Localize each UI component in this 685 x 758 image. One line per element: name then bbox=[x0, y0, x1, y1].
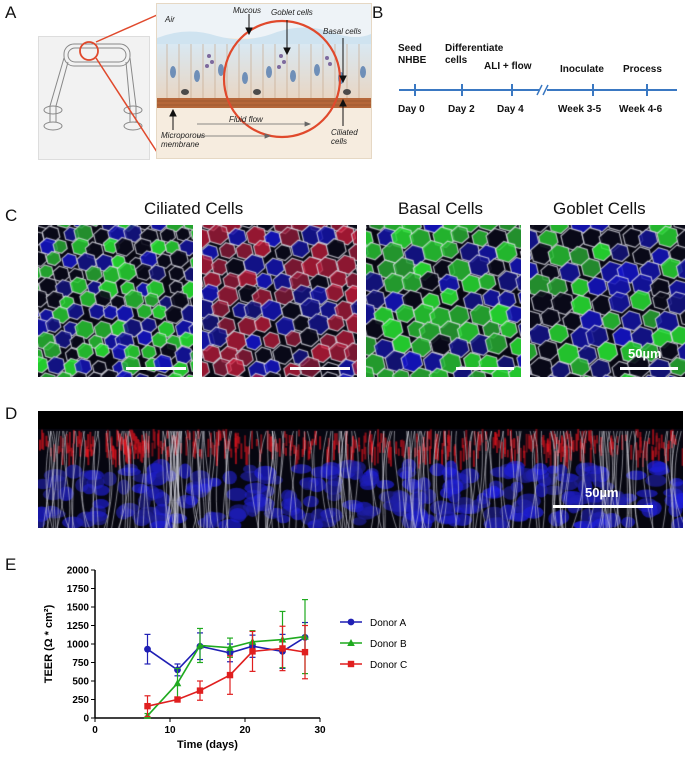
legend-label: Donor A bbox=[370, 618, 406, 629]
micrograph-cross-section bbox=[38, 411, 683, 528]
series-line-donor-c bbox=[147, 647, 306, 707]
y-tick-label: 750 bbox=[72, 658, 89, 669]
timeline-label-ali: ALI + flow bbox=[484, 61, 532, 72]
device-outline bbox=[43, 41, 143, 131]
data-point bbox=[279, 645, 286, 652]
data-point bbox=[196, 641, 204, 649]
timeline-label-process: Process bbox=[623, 64, 662, 75]
title-basal: Basal Cells bbox=[398, 199, 484, 218]
y-axis-label: TEER (Ω * cm²) bbox=[43, 604, 55, 683]
timeline-label-seed: Seed NHBE bbox=[398, 43, 427, 66]
micrograph-ciliated-1 bbox=[38, 225, 193, 377]
legend-marker bbox=[347, 639, 355, 646]
scale-bar-c2 bbox=[290, 367, 350, 370]
data-point bbox=[249, 648, 256, 655]
timeline-week46: Week 4-6 bbox=[619, 104, 663, 115]
micrograph-goblet bbox=[530, 225, 685, 377]
label-goblet: Goblet cells bbox=[271, 8, 313, 17]
timeline-axis bbox=[399, 84, 677, 96]
scale-label-d: 50µm bbox=[585, 485, 619, 500]
device-drawing bbox=[38, 36, 150, 160]
timeline-day2: Day 2 bbox=[448, 104, 475, 115]
legend-label: Donor B bbox=[370, 639, 407, 650]
scale-bar-c3 bbox=[456, 367, 514, 370]
x-tick-label: 30 bbox=[314, 725, 326, 736]
timeline-label-inoculate: Inoculate bbox=[560, 64, 604, 75]
legend-marker bbox=[347, 618, 355, 626]
scale-bar-c4 bbox=[620, 367, 678, 370]
data-point bbox=[226, 671, 234, 679]
scale-bar-d bbox=[553, 505, 653, 508]
data-point bbox=[226, 643, 234, 651]
x-tick-label: 0 bbox=[92, 725, 98, 736]
y-tick-label: 1500 bbox=[67, 603, 90, 614]
y-tick-label: 2000 bbox=[67, 566, 90, 577]
teer-chart: 0 10 20 30 0 250 500 750 1000 1250 1500 1750 2000 Tim… bbox=[43, 566, 407, 752]
y-tick-label: 500 bbox=[72, 677, 89, 688]
legend-marker bbox=[347, 660, 355, 668]
panel-label-b: B bbox=[372, 3, 384, 22]
panel-label-d: D bbox=[5, 404, 18, 423]
data-point bbox=[301, 648, 309, 656]
data-point bbox=[144, 645, 151, 653]
epithelium-schematic: Air Mucous Goblet cells Basal cells Micr… bbox=[156, 3, 372, 159]
timeline-label-differentiate: Differentiate cells bbox=[445, 43, 504, 66]
y-tick-label: 1250 bbox=[67, 621, 90, 632]
x-tick-label: 10 bbox=[164, 725, 176, 736]
x-tick-label: 20 bbox=[239, 725, 251, 736]
x-axis-label: Time (days) bbox=[177, 739, 238, 751]
micrograph-basal bbox=[366, 225, 521, 377]
title-goblet: Goblet Cells bbox=[553, 199, 646, 218]
data-point bbox=[173, 679, 182, 687]
timeline-week35: Week 3-5 bbox=[558, 104, 602, 115]
data-point bbox=[196, 687, 204, 694]
legend-label: Donor C bbox=[370, 660, 407, 671]
y-tick-label: 0 bbox=[83, 714, 89, 725]
label-membrane: Microporous membrane bbox=[161, 131, 206, 149]
timeline-day4: Day 4 bbox=[497, 104, 524, 115]
scale-label-c: 50µm bbox=[628, 346, 662, 361]
data-point bbox=[174, 696, 181, 703]
label-air: Air bbox=[165, 15, 175, 24]
panel-label-c: C bbox=[5, 206, 18, 225]
label-basal: Basal cells bbox=[323, 27, 362, 36]
timeline-day0: Day 0 bbox=[398, 104, 425, 115]
label-mucous: Mucous bbox=[233, 6, 262, 15]
label-ciliated: Ciliated cells bbox=[331, 128, 358, 146]
scale-bar-c1 bbox=[126, 367, 186, 370]
panel-label-a: A bbox=[5, 3, 17, 22]
y-tick-label: 250 bbox=[72, 695, 89, 706]
zoom-lines bbox=[95, 14, 158, 153]
micrograph-ciliated-2 bbox=[202, 225, 357, 377]
y-tick-label: 1000 bbox=[67, 640, 90, 651]
data-point bbox=[144, 702, 151, 710]
panel-label-e: E bbox=[5, 555, 17, 574]
label-flow: Fluid flow bbox=[229, 115, 263, 124]
title-ciliated: Ciliated Cells bbox=[144, 199, 244, 218]
y-tick-label: 1750 bbox=[67, 584, 90, 595]
